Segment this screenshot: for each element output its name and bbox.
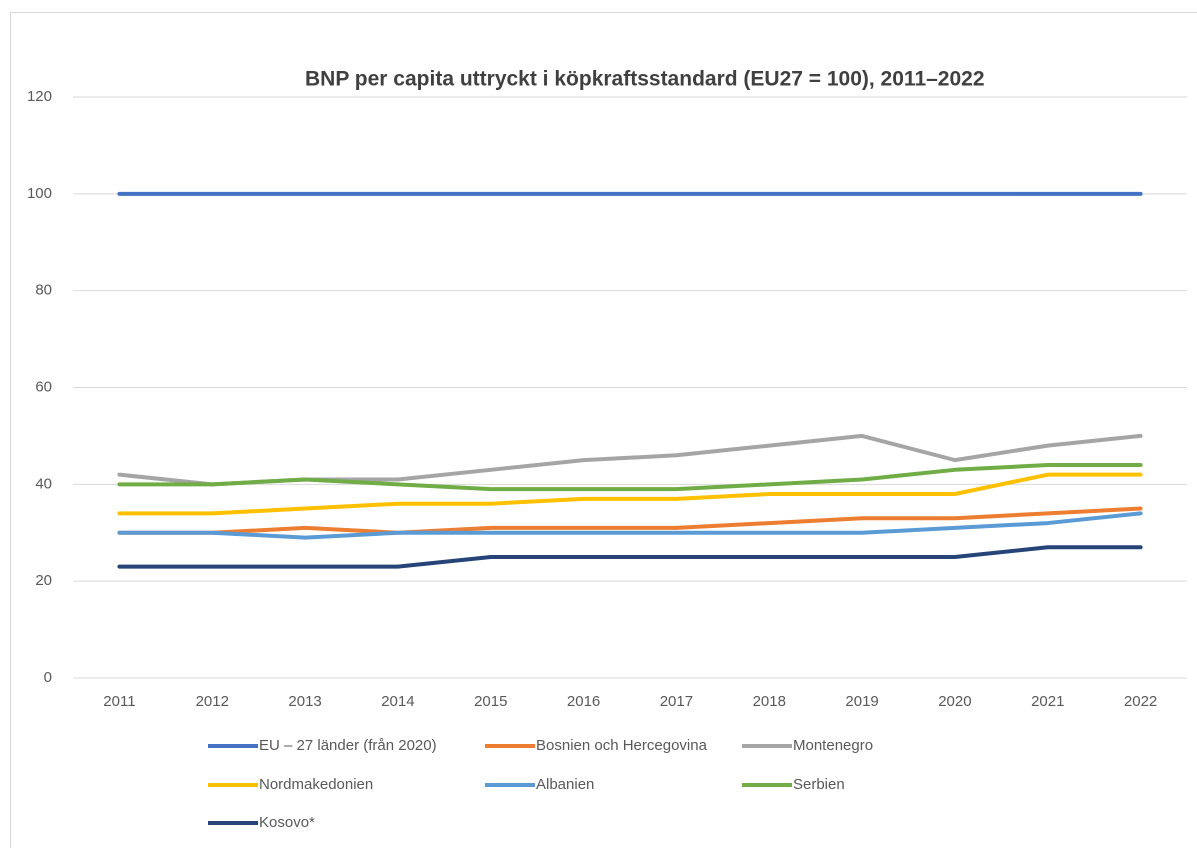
x-tick-label: 2018 — [753, 693, 786, 710]
chart-border — [10, 12, 1197, 848]
x-tick-label: 2020 — [938, 693, 971, 710]
x-tick-label: 2017 — [660, 693, 693, 710]
y-tick-label: 40 — [35, 475, 52, 492]
x-tick-label: 2015 — [474, 693, 507, 710]
legend-label: Albanien — [536, 776, 594, 793]
series-line — [117, 545, 1143, 569]
legend-label: Montenegro — [793, 737, 873, 754]
y-tick-label: 20 — [35, 572, 52, 589]
series-line — [117, 506, 1143, 535]
chart-title: BNP per capita uttryckt i köpkraftsstand… — [305, 68, 985, 91]
legend-label: Bosnien och Hercegovina — [536, 737, 708, 754]
series-line — [117, 511, 1143, 540]
x-tick-label: 2013 — [288, 693, 321, 710]
y-tick-label: 100 — [27, 185, 52, 202]
series-line — [117, 472, 1143, 516]
y-tick-label: 60 — [35, 378, 52, 395]
x-tick-label: 2012 — [196, 693, 229, 710]
x-tick-label: 2011 — [103, 693, 135, 710]
x-tick-label: 2014 — [381, 693, 414, 710]
legend-label: Nordmakedonien — [259, 776, 373, 793]
legend-label: EU – 27 länder (från 2020) — [259, 737, 437, 754]
y-tick-label: 80 — [35, 282, 52, 299]
y-tick-label: 0 — [44, 669, 52, 686]
x-tick-label: 2022 — [1124, 693, 1157, 710]
y-tick-label: 120 — [27, 88, 52, 105]
x-tick-label: 2016 — [567, 693, 600, 710]
series-line — [117, 462, 1143, 492]
legend-label: Kosovo* — [259, 814, 315, 831]
legend-label: Serbien — [793, 776, 845, 793]
x-tick-label: 2021 — [1031, 693, 1064, 710]
x-tick-label: 2019 — [845, 693, 878, 710]
